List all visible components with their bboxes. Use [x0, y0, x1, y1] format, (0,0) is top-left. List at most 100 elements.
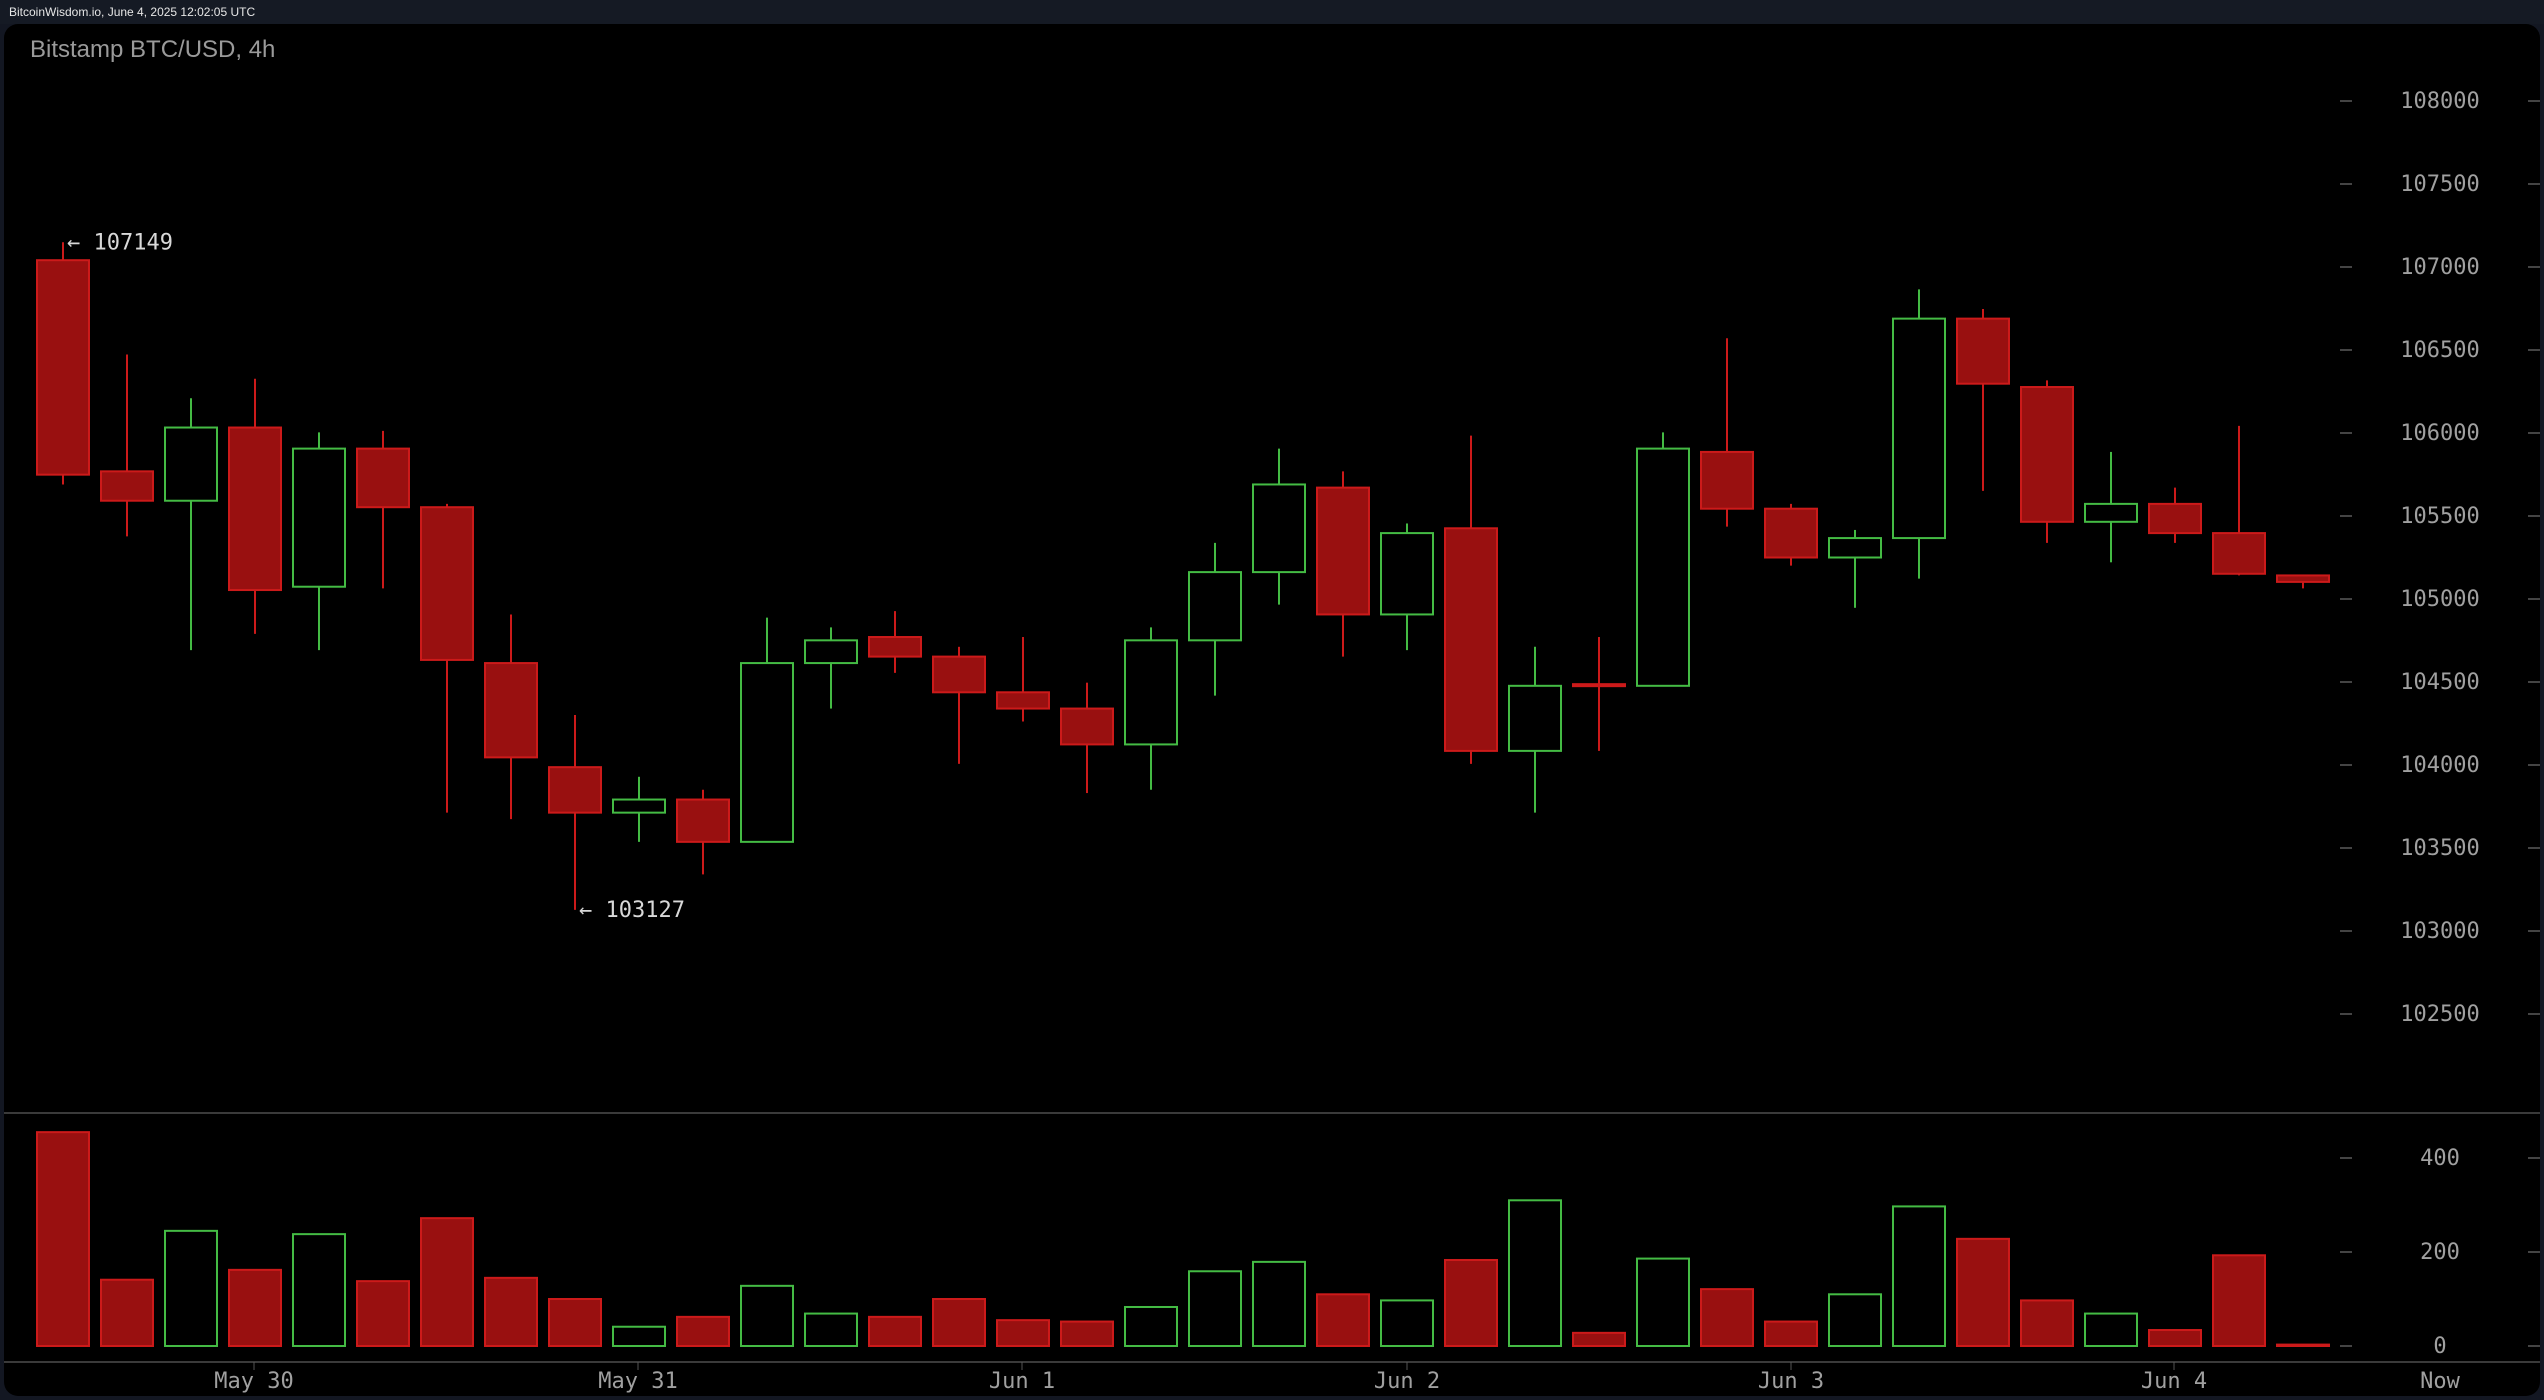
volume-bar — [548, 1298, 602, 1347]
candle[interactable] — [484, 614, 538, 820]
date-tick-label: May 31 — [598, 1369, 677, 1394]
candle[interactable] — [2148, 487, 2202, 543]
candle[interactable] — [1188, 542, 1242, 696]
volume-bar — [1764, 1320, 1818, 1348]
chart-panel: Bitstamp BTC/USD, 4h 108000 107500 107000 1… — [4, 24, 2540, 1396]
candle[interactable] — [292, 432, 346, 651]
candle[interactable] — [36, 242, 90, 485]
price-tick-label: 104500 — [2400, 670, 2479, 695]
volume-bar — [2276, 1343, 2330, 1347]
volume-bar — [1700, 1288, 1754, 1348]
candle[interactable] — [612, 776, 666, 842]
candle[interactable] — [1316, 471, 1370, 657]
price-tick-label: 107000 — [2400, 255, 2479, 280]
candle[interactable] — [996, 637, 1050, 722]
candle[interactable] — [100, 354, 154, 537]
date-tick-label: Now — [2420, 1369, 2460, 1394]
candle[interactable] — [1828, 529, 1882, 608]
price-tick-label: 107500 — [2400, 172, 2479, 197]
price-tick-label: 106000 — [2400, 421, 2479, 446]
volume-bar — [1188, 1270, 1242, 1348]
candle[interactable] — [1508, 646, 1562, 813]
volume-bar — [356, 1280, 410, 1348]
candle[interactable] — [868, 611, 922, 673]
candle[interactable] — [420, 503, 474, 813]
price-tick-label: 103000 — [2400, 919, 2479, 944]
volume-bar — [932, 1298, 986, 1347]
volume-bar — [1892, 1205, 1946, 1348]
volume-bar — [420, 1217, 474, 1348]
volume-bar — [1444, 1258, 1498, 1347]
candle[interactable] — [2212, 425, 2266, 576]
volume-tick-label: 0 — [2433, 1334, 2446, 1359]
candle[interactable] — [1380, 523, 1434, 651]
volume-bar — [740, 1284, 794, 1347]
volume-bar — [1508, 1199, 1562, 1348]
extreme-price-annotation: ← 107149 — [67, 230, 173, 255]
candle[interactable] — [356, 430, 410, 589]
volume-bar — [2148, 1329, 2202, 1348]
candle[interactable] — [1060, 682, 1114, 794]
volume-bar — [36, 1131, 90, 1348]
date-tick-label: May 30 — [214, 1369, 293, 1394]
volume-bar — [228, 1268, 282, 1347]
candle[interactable] — [164, 398, 218, 651]
candle[interactable] — [804, 627, 858, 709]
price-tick-label: 105000 — [2400, 587, 2479, 612]
price-tick-label: 106500 — [2400, 338, 2479, 363]
candle[interactable] — [1956, 308, 2010, 491]
volume-bar — [1636, 1257, 1690, 1347]
volume-bar — [1124, 1305, 1178, 1347]
volume-bar — [1380, 1299, 1434, 1348]
candle[interactable] — [1764, 503, 1818, 566]
candlestick-chart[interactable]: 108000 107500 107000 106500 106000 105500 1050… — [4, 24, 2540, 1396]
candle[interactable] — [740, 617, 794, 843]
volume-tick-label: 200 — [2420, 1240, 2460, 1265]
volume-bar — [2084, 1312, 2138, 1347]
volume-bar — [1060, 1320, 1114, 1348]
volume-bar — [804, 1312, 858, 1347]
date-tick-label: Jun 2 — [1374, 1369, 1440, 1394]
price-tick-label: 103500 — [2400, 836, 2479, 861]
volume-bar — [676, 1315, 730, 1347]
volume-bar — [2212, 1254, 2266, 1348]
volume-bar — [100, 1278, 154, 1347]
candle[interactable] — [2084, 451, 2138, 563]
volume-bar — [292, 1233, 346, 1348]
volume-bar — [868, 1315, 922, 1347]
volume-bar — [164, 1229, 218, 1347]
source-timestamp-bar: BitcoinWisdom.io, June 4, 2025 12:02:05 … — [0, 0, 2544, 24]
volume-bar — [1572, 1331, 1626, 1347]
candle[interactable] — [676, 789, 730, 875]
volume-bar — [1828, 1293, 1882, 1348]
candle[interactable] — [1636, 432, 1690, 687]
candle[interactable] — [1892, 289, 1946, 579]
candle[interactable] — [2276, 574, 2330, 589]
volume-bar — [484, 1276, 538, 1347]
price-tick-label: 102500 — [2400, 1002, 2479, 1027]
volume-bar — [1252, 1260, 1306, 1347]
price-tick-label: 104000 — [2400, 753, 2479, 778]
volume-bar — [1316, 1293, 1370, 1348]
date-tick-label: Jun 3 — [1758, 1369, 1824, 1394]
volume-bar — [612, 1325, 666, 1347]
volume-tick-label: 400 — [2420, 1146, 2460, 1171]
candle[interactable] — [1252, 448, 1306, 605]
candle[interactable] — [1572, 637, 1626, 751]
chart-title: Bitstamp BTC/USD, 4h — [30, 36, 276, 63]
price-tick-label: 105500 — [2400, 504, 2479, 529]
volume-bar — [996, 1319, 1050, 1348]
candle[interactable] — [1124, 627, 1178, 790]
candle[interactable] — [2020, 380, 2074, 543]
extreme-price-annotation: ← 103127 — [579, 898, 685, 923]
date-tick-label: Jun 1 — [989, 1369, 1055, 1394]
volume-bar — [1956, 1237, 2010, 1347]
date-tick-label: Jun 4 — [2141, 1369, 2207, 1394]
volume-bar — [2020, 1299, 2074, 1348]
candle[interactable] — [228, 378, 282, 634]
candle[interactable] — [548, 715, 602, 910]
candle[interactable] — [1444, 435, 1498, 764]
price-tick-label: 108000 — [2400, 89, 2479, 114]
candle[interactable] — [1700, 338, 1754, 527]
candle[interactable] — [932, 646, 986, 764]
